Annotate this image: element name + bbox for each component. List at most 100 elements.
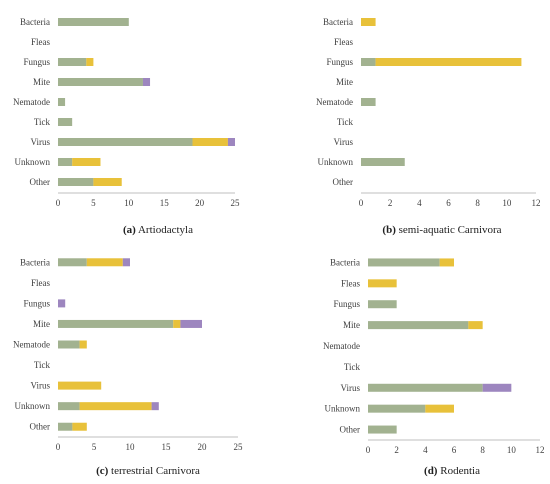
category-label-nematode: Nematode [323,341,360,351]
category-label-tick: Tick [34,360,51,370]
x-tick-label-8: 8 [475,198,480,208]
panel-caption: (c) terrestrial Carnivora [96,465,200,477]
bar-bacteria-series-yellow [439,258,454,267]
x-tick-label-5: 5 [91,198,96,208]
bar-bacteria-series-green [368,258,440,267]
x-tick-label-2: 2 [388,198,393,208]
x-tick-label-4: 4 [423,445,428,455]
bar-virus-series-yellow [192,138,228,146]
category-label-tick: Tick [344,362,361,372]
chart-panel-2: Bacteria Fleas Fungus Mite Nematode Tick Virus… [13,257,243,477]
bar-virus-series-green [368,383,483,392]
category-label-virus: Virus [341,383,361,393]
category-label-mite: Mite [343,320,360,330]
category-label-bacteria: Bacteria [323,17,353,27]
bar-unknown-series-purple [151,402,159,411]
bar-virus-series-purple [227,138,235,146]
bar-unknown-series-green [368,404,426,413]
caption-text: terrestrial Carnivora [108,465,200,477]
bar-nematode-series-green [361,98,376,106]
bar-unknown-series-yellow [79,402,152,411]
caption-letter: (b) [382,224,396,236]
x-tick-label-12: 12 [536,445,545,455]
category-label-virus: Virus [334,137,354,147]
x-tick-label-20: 20 [198,442,208,452]
category-label-mite: Mite [33,77,50,87]
x-tick-label-2: 2 [394,445,399,455]
bar-mite-series-yellow [173,319,181,328]
bar-mite-series-green [58,78,143,86]
bar-nematode-series-green [58,98,66,106]
bar-mite-series-green [368,321,469,330]
x-tick-label-10: 10 [502,198,512,208]
category-label-virus: Virus [31,137,51,147]
bar-fleas-series-yellow [368,279,397,288]
bar-tick-series-green [58,118,73,126]
x-tick-label-0: 0 [56,198,61,208]
category-label-unknown: Unknown [15,157,51,167]
category-label-nematode: Nematode [13,97,50,107]
bar-bacteria-series-yellow [86,258,123,267]
category-label-bacteria: Bacteria [20,257,50,267]
category-label-virus: Virus [31,381,51,391]
category-label-fleas: Fleas [334,37,353,47]
bar-mite-series-green [58,319,174,328]
x-tick-label-10: 10 [126,442,136,452]
x-tick-label-25: 25 [231,198,241,208]
category-label-mite: Mite [336,77,353,87]
bar-other-series-green [368,425,397,434]
category-label-bacteria: Bacteria [330,257,360,267]
bar-fungus-series-yellow [375,58,522,66]
category-label-unknown: Unknown [15,401,51,411]
bar-unknown-series-green [58,402,80,411]
bar-unknown-series-yellow [425,404,454,413]
x-tick-label-5: 5 [92,442,97,452]
bar-fungus-series-green [361,58,376,66]
bar-virus-series-yellow [58,381,102,390]
category-label-fleas: Fleas [341,278,360,288]
category-label-tick: Tick [34,117,51,127]
panel-caption: (d) Rodentia [424,465,480,477]
category-label-other: Other [340,425,361,435]
bar-bacteria-series-purple [122,258,130,267]
category-label-unknown: Unknown [318,157,354,167]
caption-text: Rodentia [437,465,480,477]
category-label-tick: Tick [337,117,354,127]
bar-unknown-series-green [361,158,405,166]
bar-mite-series-purple [142,78,151,86]
bar-bacteria-series-green [58,258,87,267]
caption-letter: (c) [96,465,109,477]
x-tick-label-10: 10 [124,198,134,208]
caption-letter: (d) [424,465,438,477]
x-tick-label-25: 25 [234,442,244,452]
bar-other-series-green [58,422,73,431]
x-tick-label-0: 0 [359,198,364,208]
category-label-unknown: Unknown [325,404,361,414]
x-tick-label-15: 15 [162,442,172,452]
category-label-nematode: Nematode [13,340,50,350]
bar-bacteria-series-yellow [361,18,376,26]
x-tick-label-12: 12 [532,198,541,208]
bar-fungus-series-green [368,300,397,309]
chart-panel-0: Bacteria Fleas Fungus Mite Nematode Tick Virus… [13,17,240,236]
category-label-fleas: Fleas [31,37,50,47]
category-label-fleas: Fleas [31,278,50,288]
bar-virus-series-purple [482,383,512,392]
bar-mite-series-purple [180,319,202,328]
category-label-fungus: Fungus [333,299,360,309]
bar-unknown-series-green [58,158,73,166]
bar-fungus-series-purple [58,299,66,308]
category-label-mite: Mite [33,319,50,329]
x-tick-label-6: 6 [452,445,457,455]
bar-nematode-series-green [58,340,80,349]
category-label-other: Other [30,422,51,432]
chart-panel-3: Bacteria Fleas Fungus Mite Nematode Tick Virus… [323,257,544,477]
bar-other-series-yellow [93,178,122,186]
x-tick-label-20: 20 [195,198,205,208]
x-tick-label-15: 15 [160,198,170,208]
x-tick-label-0: 0 [56,442,61,452]
panel-caption: (a) Artiodactyla [123,224,193,236]
bar-virus-series-green [58,138,193,146]
bar-other-series-yellow [72,422,87,431]
